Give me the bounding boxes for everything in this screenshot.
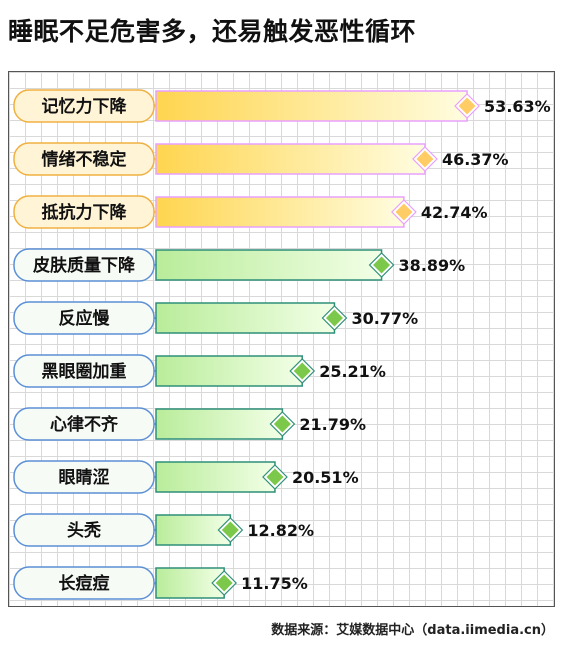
bar: [155, 302, 336, 334]
category-label-box: [13, 354, 155, 388]
bar-end-marker: [215, 574, 233, 592]
bar: [155, 249, 383, 281]
value-label: 46.37%: [442, 150, 509, 169]
bar-end-marker: [458, 97, 476, 115]
category-label-box: [13, 195, 155, 229]
bar: [155, 143, 426, 175]
category-label-box: [13, 142, 155, 176]
bar-end-marker: [293, 362, 311, 380]
category-label-box: [13, 89, 155, 123]
bar-chart: 记忆力下降 53.63% 情绪不稳定 46.37% 抵抗力下降 42.74% 皮肤质量下降 3…: [13, 89, 551, 600]
bar-end-marker: [221, 521, 239, 539]
bar-end-marker: [373, 256, 391, 274]
category-label-box: [13, 513, 155, 547]
category-label-box: [13, 301, 155, 335]
category-label-box: [13, 566, 155, 600]
category-label: 头秃: [67, 520, 101, 541]
data-source: 数据来源：艾媒数据中心（data.iimedia.cn）: [271, 623, 554, 638]
value-label: 11.75%: [241, 574, 308, 593]
bar: [155, 408, 284, 440]
bar-end-marker: [273, 415, 291, 433]
value-label: 38.89%: [399, 256, 466, 275]
bar-end-marker: [395, 203, 413, 221]
category-label-box: [13, 407, 155, 441]
category-label: 眼睛涩: [59, 468, 110, 488]
value-label: 42.74%: [421, 203, 488, 222]
bar: [155, 461, 276, 493]
bar-end-marker: [416, 150, 434, 168]
category-label-box: [13, 460, 155, 494]
value-label: 25.21%: [319, 362, 386, 381]
bar: [155, 196, 405, 228]
category-label: 黑眼圈加重: [42, 361, 127, 382]
bar-end-marker: [325, 309, 343, 327]
value-label: 30.77%: [351, 309, 418, 328]
value-label: 53.63%: [484, 97, 551, 116]
category-label: 反应慢: [59, 308, 111, 329]
category-label: 心律不齐: [50, 414, 119, 435]
category-label: 记忆力下降: [42, 96, 128, 117]
bar-end-marker: [266, 468, 284, 486]
chart-title: 睡眠不足危害多，还易触发恶性循环: [8, 17, 417, 46]
category-label: 长痘痘: [59, 573, 110, 594]
category-label: 抵抗力下降: [42, 202, 128, 223]
category-label-box: [13, 248, 155, 282]
value-label: 21.79%: [299, 415, 366, 434]
bar: [155, 355, 303, 387]
value-label: 12.82%: [247, 521, 314, 540]
value-label: 20.51%: [292, 468, 359, 487]
category-label: 情绪不稳定: [42, 149, 127, 170]
bar: [155, 90, 468, 122]
category-label: 皮肤质量下降: [33, 255, 136, 276]
